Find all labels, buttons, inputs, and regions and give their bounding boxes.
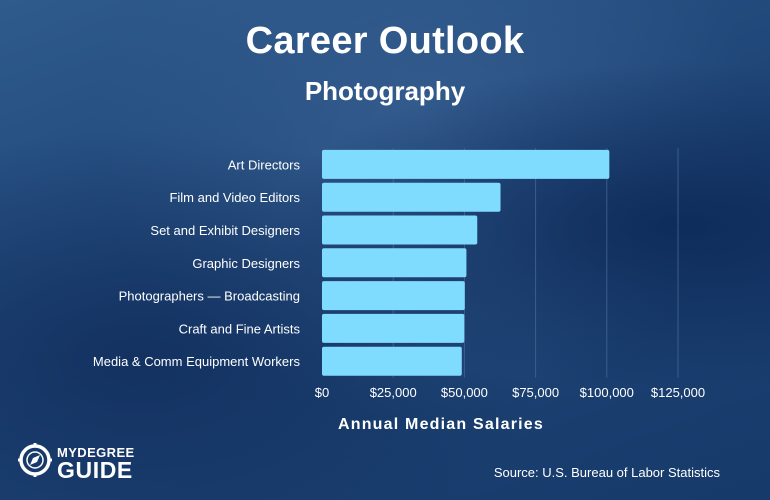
y-category-label: Photographers — Broadcasting xyxy=(119,289,300,304)
y-category-label: Craft and Fine Artists xyxy=(179,321,301,336)
bar xyxy=(322,346,462,376)
bar xyxy=(322,182,501,212)
x-tick-label: $75,000 xyxy=(512,385,559,400)
x-tick-label: $125,000 xyxy=(651,385,705,400)
logo-text-bottom: GUIDE xyxy=(57,457,133,483)
x-tick-label: $100,000 xyxy=(580,385,634,400)
source-note: Source: U.S. Bureau of Labor Statistics xyxy=(493,465,720,480)
bar xyxy=(322,215,478,245)
x-tick-label: $0 xyxy=(315,385,329,400)
bar xyxy=(322,313,465,343)
chart-subtitle: Photography xyxy=(304,76,466,106)
y-category-label: Media & Comm Equipment Workers xyxy=(93,354,301,369)
x-tick-label: $50,000 xyxy=(441,385,488,400)
y-category-label: Set and Exhibit Designers xyxy=(150,223,300,238)
y-category-label: Graphic Designers xyxy=(192,256,300,271)
compass-icon xyxy=(18,443,52,477)
y-category-label: Film and Video Editors xyxy=(169,190,300,205)
bar xyxy=(322,281,465,311)
logo: MYDEGREE GUIDE xyxy=(18,443,148,483)
chart-title: Career Outlook xyxy=(245,20,525,62)
logo-text-top: MYDEGREE xyxy=(57,445,135,460)
bar xyxy=(322,248,467,278)
y-category-label: Art Directors xyxy=(228,157,301,172)
x-tick-label: $25,000 xyxy=(370,385,417,400)
x-axis-label: Annual Median Salaries xyxy=(337,416,544,433)
bar xyxy=(322,149,610,179)
